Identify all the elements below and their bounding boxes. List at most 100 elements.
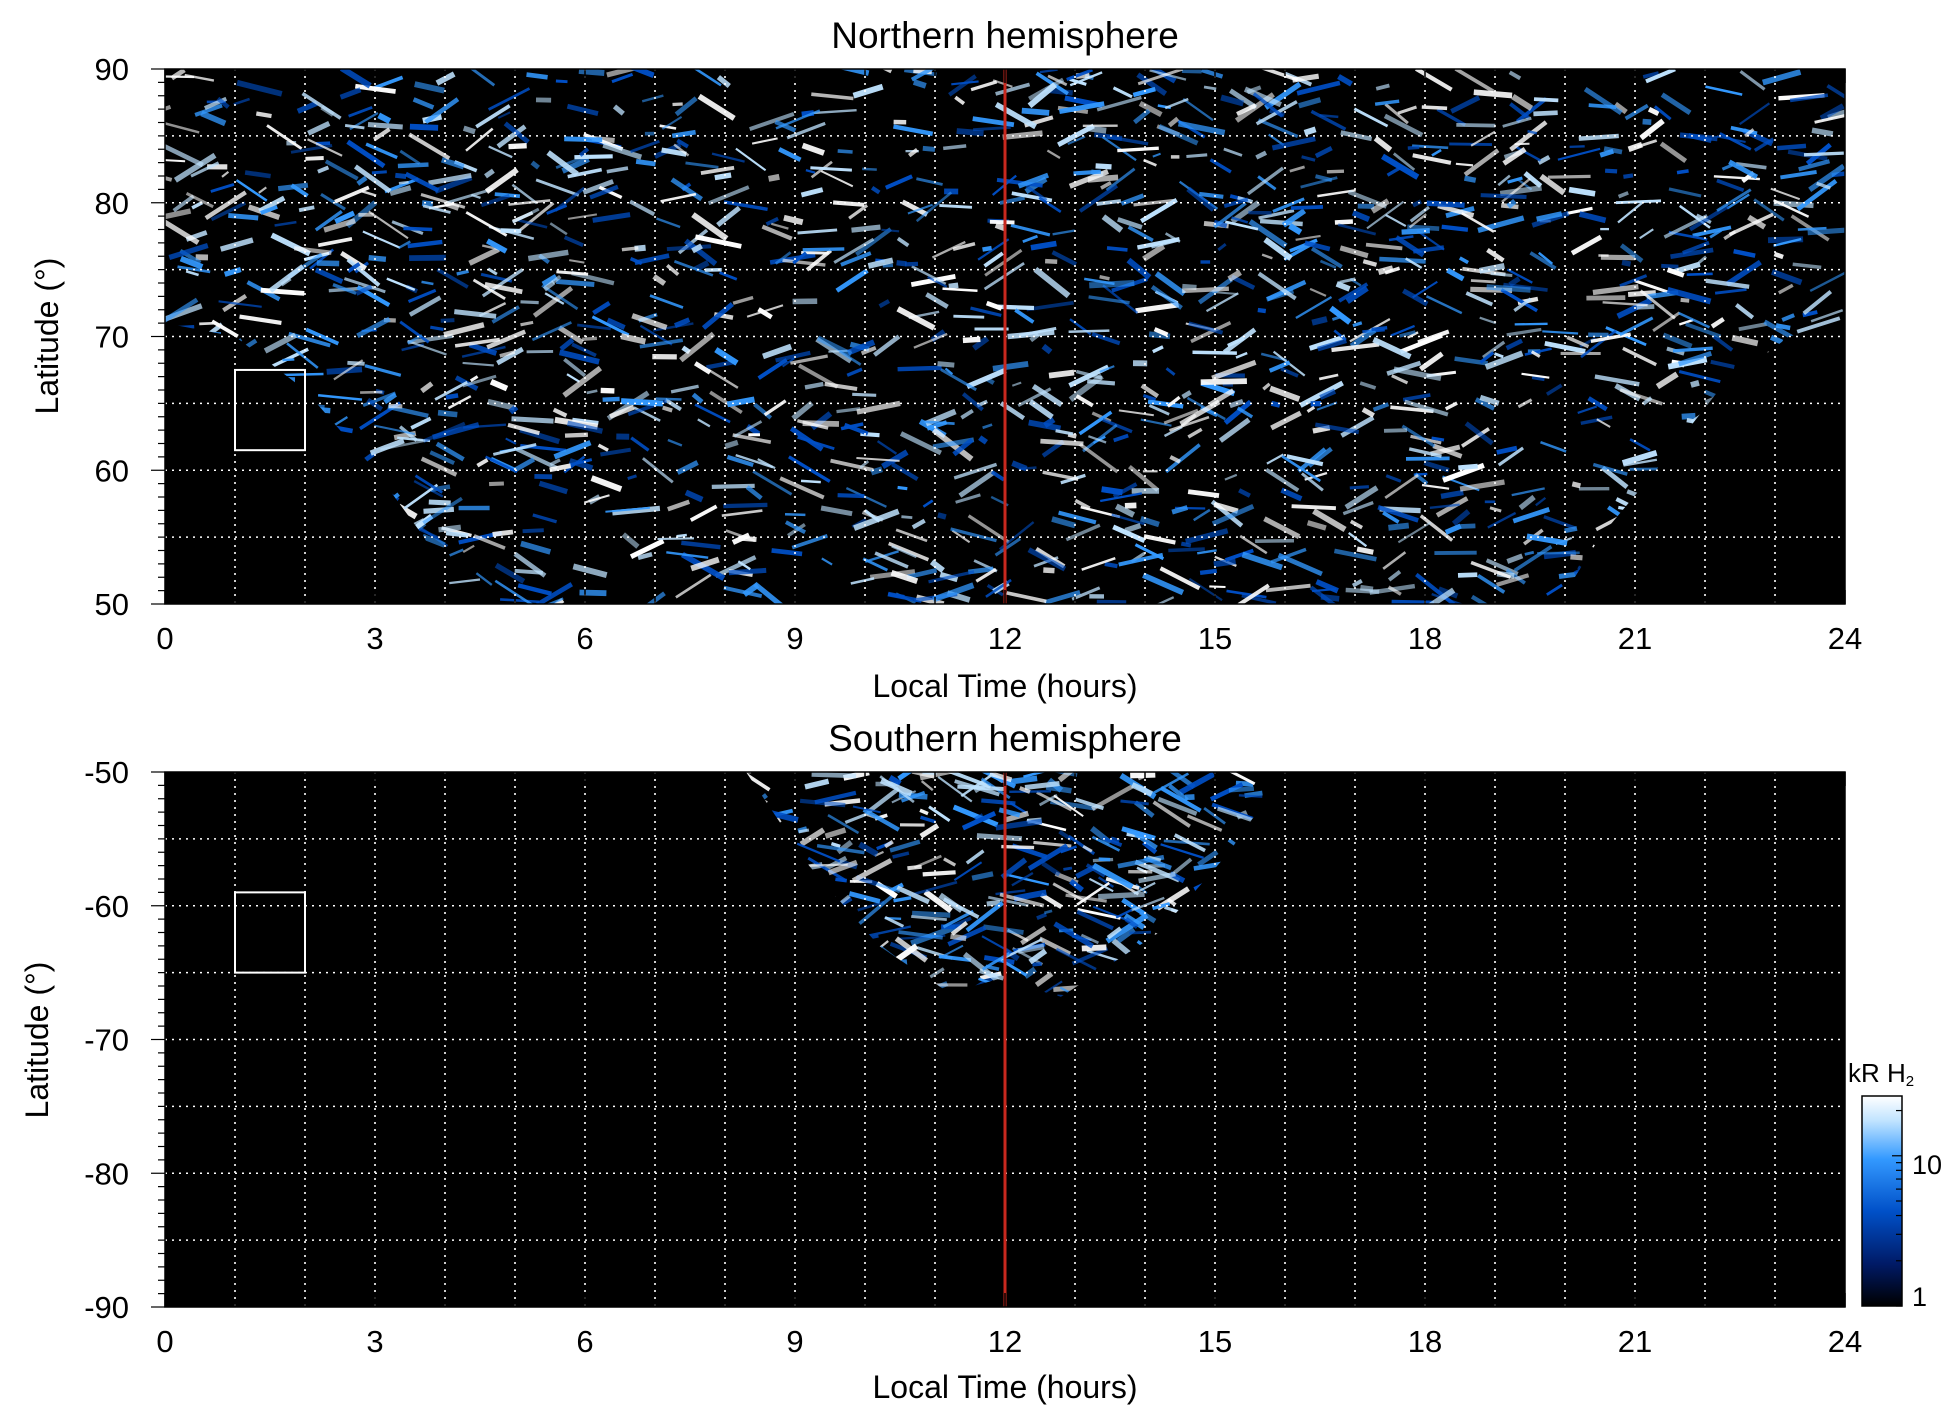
north-emission-streak [468,246,500,266]
south-emission-streak [1106,926,1122,940]
north-emission-streak [563,235,584,247]
south-xtick-label: 3 [366,1324,383,1359]
north-emission-streak [1655,371,1679,390]
north-emission-streak [718,271,738,281]
north-emission-streak [1337,223,1377,236]
north-emission-streak [1641,396,1653,406]
north-emission-streak [1557,147,1601,161]
south-emission-streak [1069,878,1084,893]
south-emission-streak [1082,845,1093,853]
north-x-axis-label: Local Time (hours) [873,668,1138,704]
north-emission-streak [1454,69,1495,94]
north-emission-streak [1432,443,1463,459]
south-emission-streak [799,798,846,808]
north-emission-streak [320,192,346,211]
north-emission-streak [480,193,511,208]
north-emission-streak [1311,316,1328,326]
north-emission-streak [1444,401,1458,411]
north-emission-streak [1166,395,1181,408]
north-emission-streak [630,436,650,452]
north-emission-streak [1257,271,1297,301]
south-emission-streak [744,772,771,792]
north-emission-streak [1265,583,1311,593]
north-emission-streak [700,165,735,175]
north-emission-streak [1460,427,1491,448]
north-emission-streak [1033,266,1071,299]
north-emission-streak [1470,560,1512,579]
north-emission-streak [574,154,613,160]
north-emission-streak [840,251,872,267]
north-emission-streak [549,222,568,236]
north-emission-streak [1006,591,1047,604]
north-emission-streak [1291,504,1336,511]
north-emission-streak [494,579,534,604]
north-emission-streak [847,339,876,356]
north-emission-streak [597,443,609,452]
north-emission-streak [1192,350,1237,355]
north-emission-streak [1397,105,1417,115]
north-emission-streak [200,110,227,127]
north-emission-streak [339,87,362,100]
north-emission-streak [421,280,434,286]
north-emission-streak [1372,337,1412,360]
north-emission-streak [745,485,763,501]
north-emission-streak [406,334,423,345]
north-ytick-label: 50 [95,587,129,622]
north-xtick-label: 15 [1198,621,1232,656]
north-ytick-label: 80 [95,186,129,221]
north-emission-streak [428,172,472,186]
north-emission-streak [1198,191,1224,199]
north-emission-streak [1377,505,1419,523]
north-emission-streak [1602,301,1648,307]
north-emission-streak [380,439,426,451]
north-emission-streak [1188,321,1224,335]
north-emission-streak [1067,432,1077,439]
north-emission-streak [1112,524,1146,544]
north-emission-streak [1383,113,1424,138]
north-emission-streak [314,210,343,232]
north-emission-streak [641,457,674,484]
north-emission-streak [1340,415,1375,438]
north-emission-streak [1171,505,1189,515]
south-emission-streak [1143,855,1172,871]
north-emission-streak [962,336,981,344]
north-emission-streak [661,147,687,157]
north-emission-streak [347,262,361,274]
north-emission-streak [1099,275,1110,281]
north-emission-streak [414,474,443,494]
north-emission-streak [1456,123,1496,128]
north-emission-streak [1763,319,1794,340]
north-emission-streak [371,170,387,175]
south-emission-streak [830,841,841,849]
north-emission-streak [1540,440,1567,453]
north-emission-streak [520,320,534,327]
north-emission-streak [563,455,586,474]
north-emission-streak [860,345,877,356]
north-emission-streak [670,384,699,394]
north-emission-streak [896,306,936,331]
north-emission-streak [606,166,629,174]
north-emission-streak [305,156,324,161]
north-emission-streak [1312,508,1347,533]
south-emission-streak [1053,794,1084,818]
north-emission-streak [1819,103,1845,121]
north-emission-streak [784,512,806,517]
north-emission-streak [1360,584,1374,592]
north-emission-streak [499,350,516,358]
south-emission-streak [1115,908,1133,919]
north-emission-streak [1102,418,1133,434]
north-emission-streak [852,392,877,397]
north-emission-streak [421,200,434,207]
north-emission-streak [281,372,324,377]
north-emission-streak [429,450,455,465]
north-emission-streak [661,116,683,130]
north-emission-streak [1137,69,1184,86]
north-emission-streak [797,228,838,235]
north-emission-streak [1217,243,1227,252]
north-emission-streak [1735,303,1755,320]
north-emission-streak [1200,378,1247,386]
colorbar-tick-10: 10 [1912,1150,1942,1180]
north-emission-streak [757,358,788,380]
north-emission-streak [925,292,949,309]
north-emission-streak [1140,383,1160,399]
